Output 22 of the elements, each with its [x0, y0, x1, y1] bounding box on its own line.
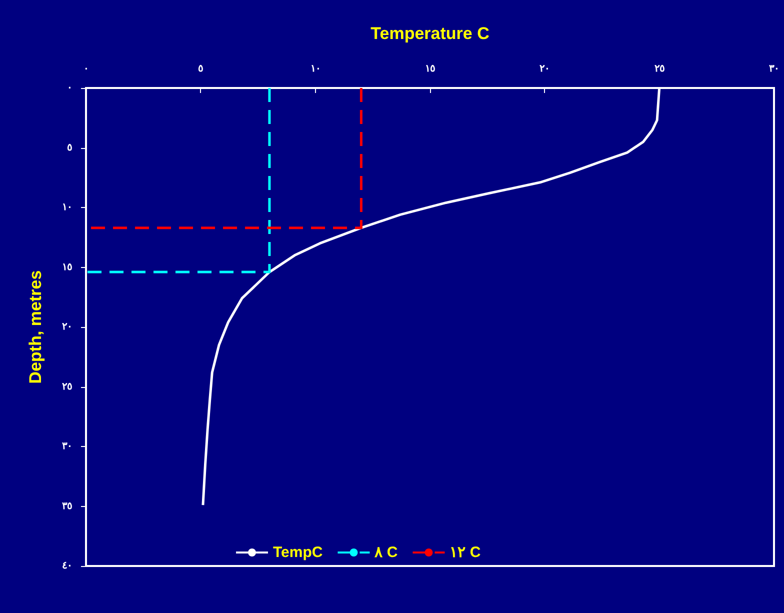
line-series — [202, 86, 661, 506]
y-tick-label: ٣٠ — [62, 441, 72, 452]
x-tick-label: ٢٠ — [540, 64, 550, 74]
x-tick-label: ١٠ — [310, 64, 320, 74]
x-tick-label: ٣٠ — [769, 64, 779, 74]
legend-label: ١٢ C — [450, 544, 481, 561]
legend-label: ٨ C — [374, 544, 398, 561]
legend-label: TempC — [273, 544, 323, 561]
x-tick-label: ٥ — [198, 64, 204, 74]
x-tick-label: ٢٥ — [654, 64, 664, 74]
x-axis-title: Temperature C — [370, 24, 490, 43]
y-tick-label: ٢٠ — [62, 322, 72, 332]
y-tick-label: ١٠ — [62, 202, 72, 213]
x-tick-label: ٠ — [84, 64, 88, 74]
y-tick-label: ٥ — [67, 142, 72, 154]
y-tick-label: ٤٠ — [62, 560, 72, 572]
y-tick-label: ١٥ — [62, 262, 72, 273]
y-tick-label: ٠ — [67, 82, 72, 94]
x-tick-label: ١٥ — [425, 64, 435, 74]
y-axis-title: Depth, metres — [26, 270, 45, 384]
y-tick-label: ٣٥ — [62, 500, 72, 512]
y-tick-label: ٢٥ — [62, 381, 72, 392]
